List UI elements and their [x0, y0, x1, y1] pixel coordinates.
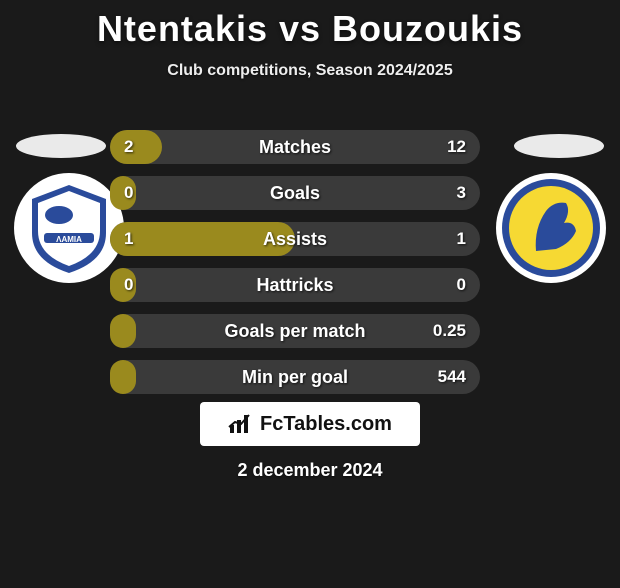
- right-team-badge: [496, 173, 606, 283]
- fctables-link[interactable]: FcTables.com: [200, 402, 420, 446]
- stat-row-goals: 0 Goals 3: [110, 176, 480, 210]
- stat-label: Assists: [110, 222, 480, 256]
- svg-text:ΛΑΜΙΑ: ΛΑΜΙΑ: [56, 235, 82, 244]
- logo-suffix: .com: [345, 413, 392, 435]
- stat-row-mpg: Min per goal 544: [110, 360, 480, 394]
- stat-label: Goals per match: [110, 314, 480, 348]
- stat-right-value: 12: [447, 130, 466, 164]
- left-team-badge: ΛΑΜΙΑ: [14, 173, 124, 283]
- page-title: Ntentakis vs Bouzoukis: [0, 8, 620, 50]
- stat-right-value: 1: [457, 222, 466, 256]
- logo-main: FcTables: [260, 413, 345, 435]
- stat-row-gpm: Goals per match 0.25: [110, 314, 480, 348]
- stat-row-assists: 1 Assists 1: [110, 222, 480, 256]
- stat-right-value: 544: [438, 360, 466, 394]
- stats-container: 2 Matches 12 0 Goals 3 1 Assists 1 0 Hat…: [110, 130, 480, 406]
- chart-icon: [228, 413, 254, 435]
- stat-right-value: 0: [457, 268, 466, 302]
- stat-label: Min per goal: [110, 360, 480, 394]
- stat-right-value: 3: [457, 176, 466, 210]
- stat-right-value: 0.25: [433, 314, 466, 348]
- right-shadow-ellipse: [514, 134, 604, 158]
- logo-text: FcTables.com: [260, 413, 392, 436]
- stat-label: Goals: [110, 176, 480, 210]
- subtitle: Club competitions, Season 2024/2025: [0, 62, 620, 80]
- stat-row-matches: 2 Matches 12: [110, 130, 480, 164]
- date-label: 2 december 2024: [0, 460, 620, 481]
- left-shadow-ellipse: [16, 134, 106, 158]
- stat-label: Matches: [110, 130, 480, 164]
- stat-label: Hattricks: [110, 268, 480, 302]
- stat-row-hattricks: 0 Hattricks 0: [110, 268, 480, 302]
